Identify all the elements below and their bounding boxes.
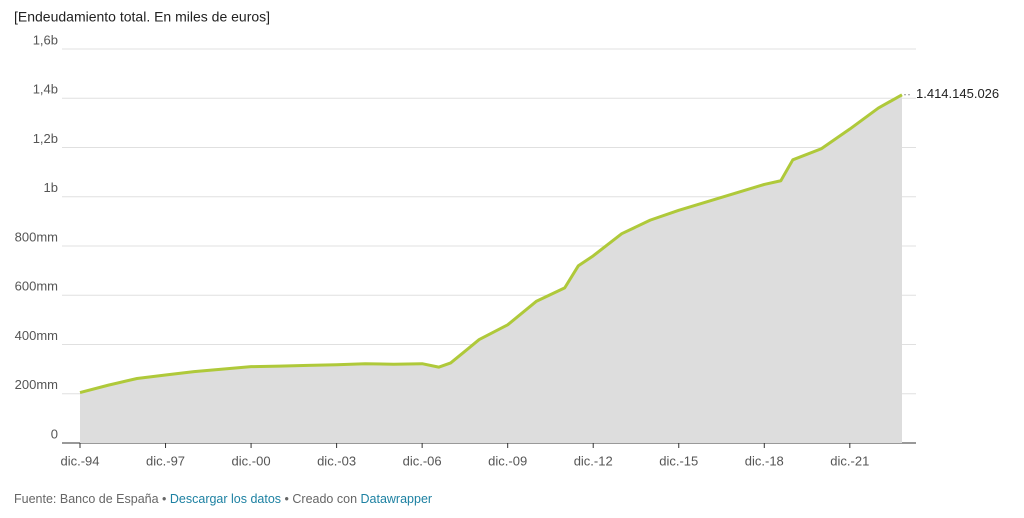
y-tick-label: 1,4b xyxy=(33,82,58,97)
y-tick-label: 1b xyxy=(44,180,58,195)
x-tick-label: dic.-09 xyxy=(488,453,527,468)
x-tick-label: dic.-21 xyxy=(830,453,869,468)
x-tick-label: dic.-12 xyxy=(574,453,613,468)
y-tick-label: 800mm xyxy=(15,229,58,244)
footer: Fuente: Banco de España • Descargar los … xyxy=(14,492,433,506)
line xyxy=(79,93,903,394)
x-tick-label: dic.-06 xyxy=(403,453,442,468)
created: Creado con xyxy=(292,492,358,506)
y-tick-label: 1,6b xyxy=(33,32,58,47)
y-tick-label: 400mm xyxy=(15,328,58,343)
area xyxy=(80,94,902,443)
x-tick-label: dic.-97 xyxy=(146,453,185,468)
source: Fuente: Banco de España xyxy=(14,492,159,506)
x-tick-label: dic.-94 xyxy=(60,453,99,468)
tool-link[interactable]: Datawrapper xyxy=(360,492,433,506)
y-tick-label: 0 xyxy=(51,426,58,441)
y-tick-label: 600mm xyxy=(15,279,58,294)
chart-title: [Endeudamiento total. En miles de euros] xyxy=(14,9,270,25)
x-tick-label: dic.-03 xyxy=(317,453,356,468)
x-tick-label: dic.-18 xyxy=(745,453,784,468)
y-tick-label: 200mm xyxy=(15,377,58,392)
chart: [Endeudamiento total. En miles de euros]… xyxy=(14,9,999,469)
y-tick-label: 1,2b xyxy=(33,131,58,146)
x-tick-label: dic.-00 xyxy=(232,453,271,468)
x-tick-label: dic.-15 xyxy=(659,453,698,468)
download-link[interactable]: Descargar los datos xyxy=(169,492,282,506)
value-label: 1.414.145.026 xyxy=(916,86,999,101)
